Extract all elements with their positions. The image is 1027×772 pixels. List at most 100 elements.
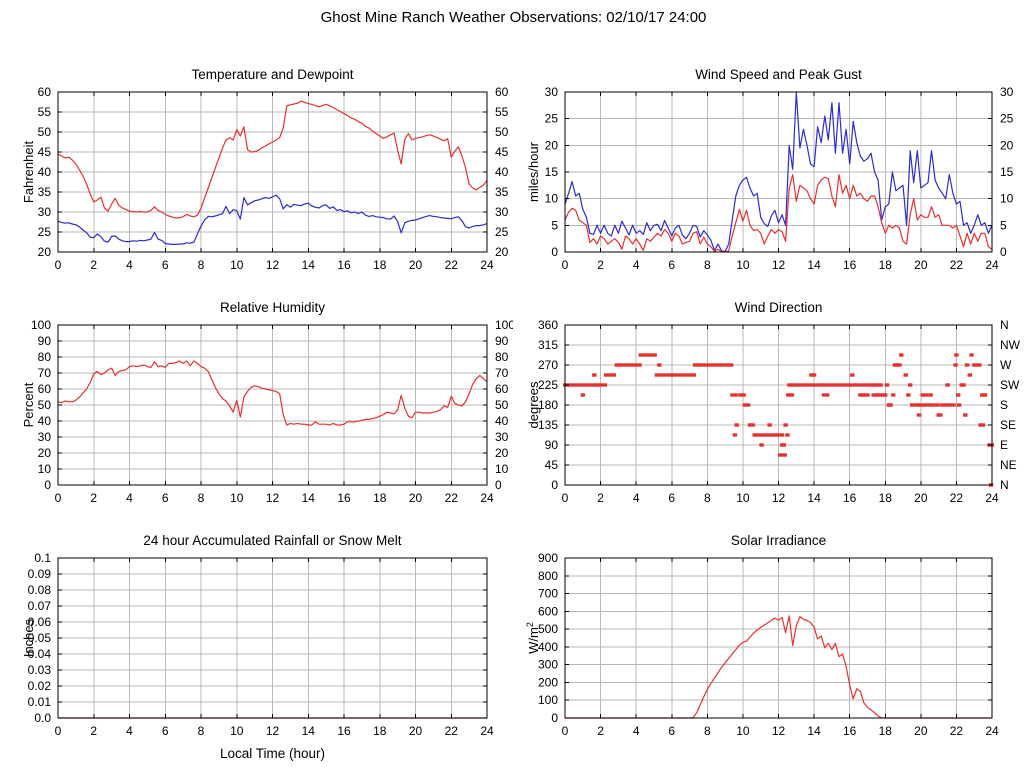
svg-text:24: 24 (985, 258, 999, 272)
svg-text:45: 45 (495, 145, 509, 159)
plot-border (57, 91, 488, 253)
svg-text:0.02: 0.02 (28, 679, 52, 693)
svg-text:500: 500 (538, 622, 558, 636)
svg-text:8: 8 (198, 258, 205, 272)
svg-text:W/m2: W/m2 (525, 622, 541, 654)
svg-text:2: 2 (90, 491, 97, 505)
svg-text:10: 10 (230, 491, 244, 505)
svg-text:15: 15 (1000, 165, 1014, 179)
plot-border (564, 324, 993, 486)
svg-text:0.09: 0.09 (28, 567, 52, 581)
svg-text:0: 0 (495, 478, 502, 492)
svg-text:30: 30 (38, 430, 52, 444)
svg-text:90: 90 (38, 334, 52, 348)
svg-text:0: 0 (551, 245, 558, 259)
svg-text:18: 18 (879, 724, 893, 738)
svg-text:10: 10 (230, 258, 244, 272)
svg-text:6: 6 (162, 491, 169, 505)
svg-text:16: 16 (337, 491, 351, 505)
svg-text:35: 35 (38, 185, 52, 199)
svg-text:30: 30 (1000, 85, 1014, 99)
svg-text:Temperature and Dewpoint: Temperature and Dewpoint (191, 67, 353, 82)
svg-text:12: 12 (266, 491, 280, 505)
svg-text:Relative Humidity: Relative Humidity (220, 300, 325, 315)
svg-text:135: 135 (538, 418, 558, 432)
svg-text:24 hour Accumulated Rainfall o: 24 hour Accumulated Rainfall or Snow Mel… (143, 533, 401, 548)
svg-text:25: 25 (545, 112, 559, 126)
svg-text:6: 6 (668, 491, 675, 505)
svg-text:2: 2 (90, 724, 97, 738)
svg-text:25: 25 (1000, 112, 1014, 126)
svg-text:18: 18 (879, 258, 893, 272)
svg-text:20: 20 (1000, 138, 1014, 152)
svg-text:0: 0 (44, 478, 51, 492)
svg-text:20: 20 (409, 258, 423, 272)
svg-text:12: 12 (266, 724, 280, 738)
svg-text:20: 20 (545, 138, 559, 152)
svg-text:24: 24 (480, 258, 494, 272)
svg-text:180: 180 (538, 398, 558, 412)
svg-text:16: 16 (337, 258, 351, 272)
svg-text:10: 10 (38, 462, 52, 476)
svg-text:16: 16 (337, 724, 351, 738)
svg-text:0.05: 0.05 (28, 631, 52, 645)
svg-text:15: 15 (545, 165, 559, 179)
svg-text:12: 12 (772, 491, 786, 505)
svg-text:24: 24 (480, 491, 494, 505)
svg-text:90: 90 (545, 438, 559, 452)
svg-text:2: 2 (597, 724, 604, 738)
svg-text:55: 55 (495, 105, 509, 119)
svg-text:25: 25 (495, 225, 509, 239)
svg-text:50: 50 (38, 398, 52, 412)
svg-text:10: 10 (1000, 192, 1014, 206)
svg-text:8: 8 (198, 491, 205, 505)
svg-text:0: 0 (562, 491, 569, 505)
svg-text:800: 800 (538, 569, 558, 583)
axis-labels: 24 hour Accumulated Rainfall or Snow Mel… (21, 533, 494, 761)
svg-text:40: 40 (38, 165, 52, 179)
plot-border (564, 91, 993, 253)
svg-text:40: 40 (38, 414, 52, 428)
svg-text:55: 55 (38, 105, 52, 119)
svg-text:10: 10 (736, 491, 750, 505)
svg-text:6: 6 (668, 258, 675, 272)
svg-text:900: 900 (538, 551, 558, 565)
svg-text:0.1: 0.1 (34, 551, 51, 565)
svg-text:40: 40 (495, 414, 509, 428)
svg-text:Inches: Inches (21, 618, 36, 657)
svg-text:4: 4 (633, 491, 640, 505)
svg-text:20: 20 (914, 258, 928, 272)
svg-text:8: 8 (704, 724, 711, 738)
svg-text:W: W (1000, 358, 1012, 372)
svg-text:24: 24 (985, 491, 999, 505)
svg-text:200: 200 (538, 675, 558, 689)
plot-border (564, 557, 993, 719)
svg-text:5: 5 (551, 218, 558, 232)
svg-text:12: 12 (266, 258, 280, 272)
svg-text:22: 22 (445, 258, 459, 272)
svg-text:20: 20 (38, 245, 52, 259)
svg-text:70: 70 (38, 366, 52, 380)
svg-text:20: 20 (409, 724, 423, 738)
svg-text:24: 24 (480, 724, 494, 738)
svg-text:Percent: Percent (21, 382, 36, 427)
svg-text:18: 18 (879, 491, 893, 505)
svg-text:60: 60 (38, 85, 52, 99)
svg-text:14: 14 (807, 258, 821, 272)
series-wind_speed (564, 174, 993, 253)
svg-text:8: 8 (704, 258, 711, 272)
svg-text:6: 6 (162, 258, 169, 272)
svg-text:0.03: 0.03 (28, 663, 52, 677)
svg-text:20: 20 (495, 446, 509, 460)
svg-text:50: 50 (495, 125, 509, 139)
svg-text:6: 6 (668, 724, 675, 738)
grid-lines (57, 91, 488, 253)
svg-text:Wind Speed and Peak Gust: Wind Speed and Peak Gust (695, 67, 862, 82)
grid-lines (57, 557, 488, 719)
svg-text:0.08: 0.08 (28, 583, 52, 597)
svg-text:E: E (1000, 438, 1008, 452)
svg-text:0: 0 (55, 724, 62, 738)
svg-text:10: 10 (736, 724, 750, 738)
